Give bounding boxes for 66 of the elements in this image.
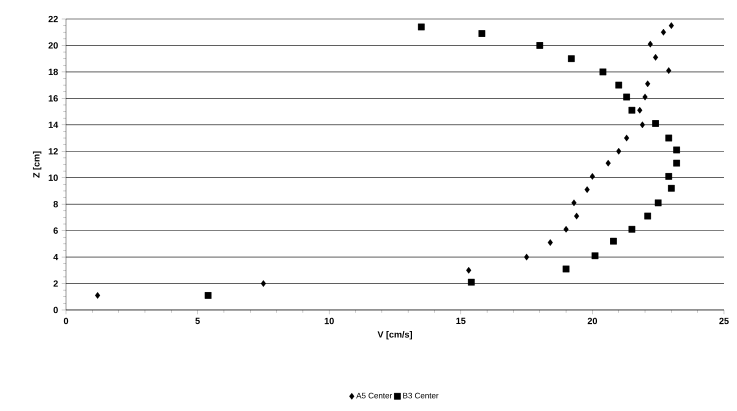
x-axis-title: V [cm/s] — [378, 331, 412, 340]
point — [478, 30, 486, 37]
y-tick-label: 6 — [54, 227, 58, 234]
x-tick-label: 10 — [324, 318, 334, 324]
y-tick-label: 4 — [53, 254, 58, 260]
point — [571, 199, 577, 206]
point — [673, 160, 680, 167]
y-axis-title: Z [cm] — [32, 152, 42, 178]
y-tick-label: 22 — [48, 16, 58, 22]
point — [610, 238, 617, 245]
point — [94, 292, 100, 299]
legend-label: B3 Center — [403, 392, 438, 398]
point — [652, 120, 659, 127]
y-tick-label: 12 — [48, 148, 58, 154]
point — [645, 80, 650, 88]
y-tick-label: 8 — [53, 200, 58, 208]
point — [615, 82, 622, 89]
point — [623, 94, 630, 100]
point — [562, 266, 570, 272]
y-tick-label: 14 — [48, 122, 58, 128]
legend-label: A5 Center — [356, 392, 392, 398]
point — [642, 94, 648, 100]
point — [652, 54, 658, 61]
point — [524, 254, 530, 260]
point — [660, 28, 666, 36]
point — [584, 186, 590, 194]
point — [637, 106, 642, 114]
point — [563, 226, 569, 233]
point — [548, 239, 553, 246]
x-tick-label: 15 — [456, 318, 466, 324]
y-tick-label: 18 — [48, 68, 58, 76]
point — [666, 67, 672, 74]
point — [668, 184, 675, 192]
y-tick-label: 20 — [48, 42, 58, 49]
point — [418, 24, 425, 30]
point — [466, 266, 472, 274]
point — [648, 40, 653, 48]
point — [628, 106, 636, 114]
point — [468, 278, 475, 286]
point — [574, 212, 580, 220]
point — [536, 42, 544, 49]
point — [606, 160, 611, 167]
point — [616, 148, 622, 155]
point — [624, 134, 630, 142]
x-tick-label: 0 — [64, 318, 68, 324]
point — [668, 22, 674, 30]
point — [568, 55, 575, 62]
x-tick-label: 25 — [719, 318, 729, 324]
point — [628, 226, 636, 233]
point — [592, 252, 598, 260]
point — [673, 146, 680, 154]
point — [665, 134, 672, 142]
y-tick-label: 0 — [54, 306, 58, 314]
y-tick-label: 2 — [54, 280, 58, 287]
point — [590, 172, 595, 180]
point — [260, 280, 266, 287]
point — [600, 68, 606, 76]
point — [644, 212, 652, 220]
point — [654, 199, 662, 206]
point — [640, 121, 646, 128]
y-tick-label: 16 — [48, 95, 58, 102]
x-tick-label: 20 — [588, 318, 598, 324]
point — [204, 292, 212, 299]
y-tick-label: 10 — [48, 174, 58, 181]
x-tick-label: 5 — [195, 318, 200, 324]
point — [665, 172, 672, 180]
